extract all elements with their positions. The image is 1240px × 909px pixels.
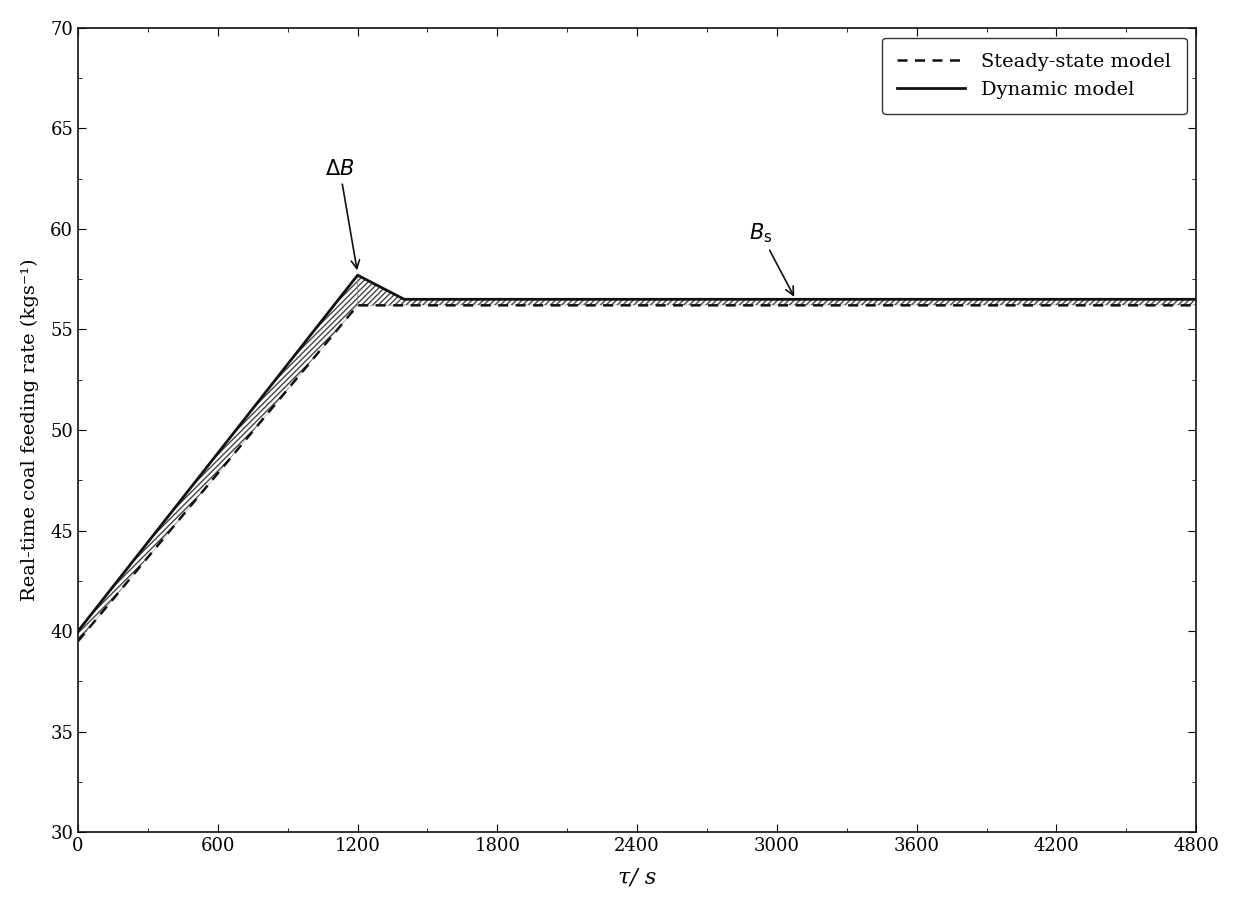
Text: $\Delta B$: $\Delta B$ bbox=[325, 159, 360, 268]
Line: Steady-state model: Steady-state model bbox=[78, 305, 1197, 641]
Y-axis label: Real-time coal feeding rate (kgs⁻¹): Real-time coal feeding rate (kgs⁻¹) bbox=[21, 259, 40, 601]
Steady-state model bbox=[71, 635, 86, 646]
Steady-state model bbox=[1189, 300, 1204, 311]
Legend: Steady-state model, Dynamic model: Steady-state model, Dynamic model bbox=[882, 37, 1187, 115]
Dynamic model bbox=[1189, 294, 1204, 305]
X-axis label: τ/ s: τ/ s bbox=[618, 866, 656, 888]
Text: $B_\mathrm{s}$: $B_\mathrm{s}$ bbox=[749, 222, 794, 295]
Steady-state model bbox=[350, 300, 365, 311]
Dynamic model bbox=[350, 270, 365, 281]
Dynamic model bbox=[71, 625, 86, 636]
Dynamic model bbox=[397, 294, 412, 305]
Line: Dynamic model: Dynamic model bbox=[78, 275, 1197, 631]
